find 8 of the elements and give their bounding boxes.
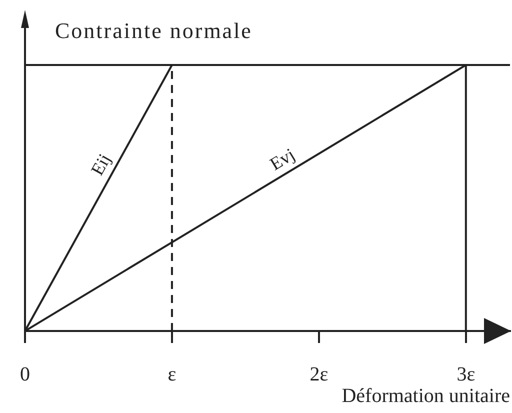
x-tick-label: 3ε [456,363,476,386]
y-axis-title: Contrainte normale [55,18,252,43]
text: Eij [86,150,115,179]
text: Evj [266,144,298,174]
x-tick-label: 0 [20,363,30,386]
x-tick-label: 2ε [310,363,328,386]
x-axis-title: Déformation unitaire [342,385,510,407]
x-tick-label: ε [168,363,176,386]
